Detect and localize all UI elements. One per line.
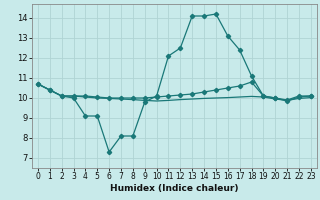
- X-axis label: Humidex (Indice chaleur): Humidex (Indice chaleur): [110, 184, 239, 193]
